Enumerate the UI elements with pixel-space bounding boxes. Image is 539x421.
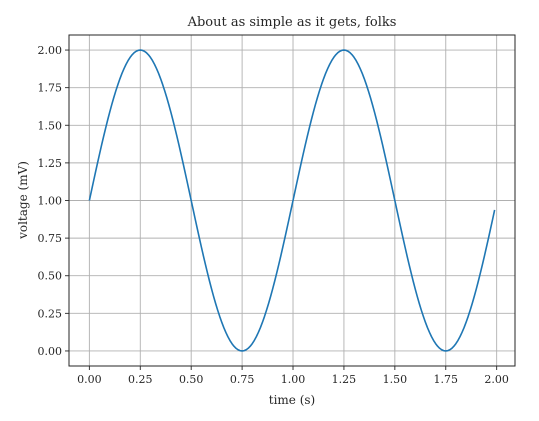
y-tick-label: 2.00	[38, 44, 63, 57]
y-tick-label: 0.50	[38, 270, 63, 283]
y-tick-label: 1.75	[38, 82, 63, 95]
x-tick-label: 1.50	[383, 373, 408, 386]
y-axis-label: voltage (mV)	[16, 161, 30, 240]
y-tick-label: 0.00	[38, 345, 63, 358]
chart-title: About as simple as it gets, folks	[187, 15, 397, 30]
y-tick-label: 1.25	[38, 157, 63, 170]
series-layer	[88, 49, 496, 352]
y-tick-label: 1.50	[38, 119, 63, 132]
x-tick-label: 1.25	[332, 373, 357, 386]
x-tick-label: 0.00	[77, 373, 102, 386]
x-axis-label: time (s)	[269, 393, 315, 407]
y-tick-label: 0.75	[38, 232, 63, 245]
axis-ticks: 0.00 0.25 0.50 0.75 1.00 1.25 1.50 1.75 2.00 0.00…	[38, 44, 509, 386]
series-line	[88, 49, 496, 352]
y-tick-label: 0.25	[38, 307, 63, 320]
y-tick-label: 1.00	[38, 195, 63, 208]
x-tick-label: 1.00	[281, 373, 306, 386]
x-tick-label: 2.00	[484, 373, 509, 386]
x-tick-label: 1.75	[434, 373, 459, 386]
x-tick-label: 0.50	[179, 373, 204, 386]
x-tick-label: 0.75	[230, 373, 255, 386]
grid-lines	[69, 35, 515, 366]
x-tick-label: 0.25	[128, 373, 153, 386]
